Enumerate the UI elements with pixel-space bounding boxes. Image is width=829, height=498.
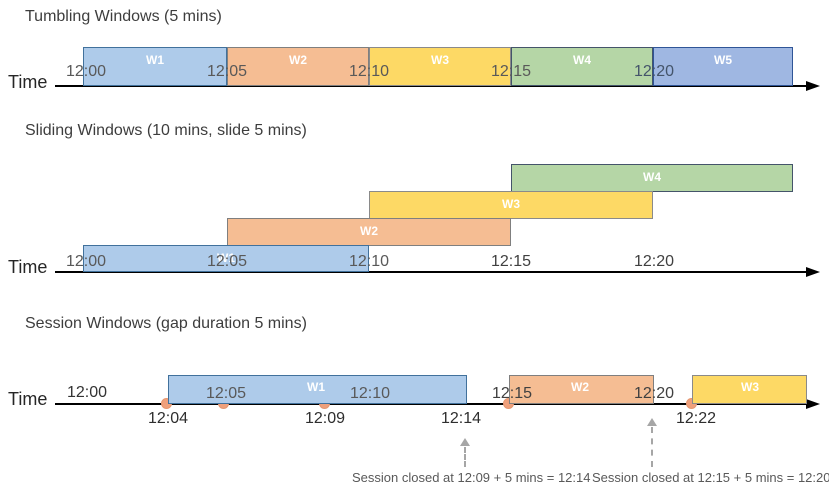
tumbling-tick-label: 12:05	[206, 63, 248, 80]
sliding-timeline	[55, 271, 807, 273]
session-timeline	[55, 403, 807, 405]
dashed-up-arrow-icon	[647, 418, 657, 426]
tumbling-window-w3	[369, 47, 511, 86]
tumbling-timeline-arrow-icon	[806, 81, 820, 91]
sliding-timeline-arrow-icon	[806, 267, 820, 277]
session-window-label: W3	[741, 380, 759, 394]
sliding-tick-label: 12:15	[490, 253, 532, 270]
dashed-arrow-stem	[464, 447, 466, 467]
tumbling-window-label: W5	[714, 53, 732, 67]
tumbling-timeline	[55, 85, 807, 87]
sliding-tick-label: 12:20	[633, 253, 675, 270]
sliding-window-w2	[227, 218, 511, 246]
tumbling-section-title: Tumbling Windows (5 mins)	[25, 8, 222, 25]
session-window-w1	[168, 375, 467, 404]
event-time-label: 12:09	[304, 410, 346, 427]
tumbling-time-axis-label: Time	[8, 72, 48, 92]
session-closed-annotation: Session closed at 12:09 + 5 mins = 12:14	[352, 470, 591, 485]
tumbling-tick-label: 12:20	[633, 63, 675, 80]
tumbling-window-label: W1	[146, 53, 164, 67]
tumbling-tick-label: 12:00	[65, 63, 107, 80]
tumbling-tick-label: 12:15	[490, 63, 532, 80]
sliding-tick-label: 12:05	[206, 253, 248, 270]
sliding-tick-label: 12:00	[65, 253, 107, 270]
event-time-label: 12:14	[440, 410, 482, 427]
session-window-w2	[509, 375, 654, 404]
sliding-window-w3	[369, 191, 653, 219]
session-window-label: W2	[571, 380, 589, 394]
tumbling-window-w4	[511, 47, 653, 86]
dashed-arrow-stem	[651, 427, 653, 467]
session-tick-label: 12:05	[205, 385, 247, 402]
tumbling-window-w2	[227, 47, 369, 86]
sliding-tick-label: 12:10	[348, 253, 390, 270]
sliding-window-label: W4	[643, 170, 661, 184]
session-section-title: Session Windows (gap duration 5 mins)	[25, 315, 307, 332]
session-tick-label: 12:20	[633, 385, 675, 402]
sliding-time-axis-label: Time	[8, 257, 48, 277]
sliding-section-title: Sliding Windows (10 mins, slide 5 mins)	[25, 122, 307, 139]
sliding-window-label: W3	[502, 197, 520, 211]
tumbling-window-label: W3	[431, 53, 449, 67]
session-tick-label: 12:15	[491, 385, 533, 402]
session-tick-label: 12:10	[349, 385, 391, 402]
sliding-window-label: W2	[360, 224, 378, 238]
session-closed-annotation: Session closed at 12:15 + 5 mins = 12:20	[592, 470, 829, 485]
session-window-label: W1	[307, 380, 325, 394]
sliding-window-label: W1	[217, 251, 235, 265]
event-time-label: 12:22	[675, 410, 717, 427]
tumbling-window-label: W2	[289, 53, 307, 67]
session-time-axis-label: Time	[8, 389, 48, 409]
tumbling-window-label: W4	[573, 53, 591, 67]
sliding-window-w1	[83, 245, 369, 272]
tumbling-window-w1	[83, 47, 227, 86]
session-timeline-arrow-icon	[806, 399, 820, 409]
session-window-w3	[692, 375, 807, 404]
dashed-up-arrow-icon	[460, 438, 470, 446]
tumbling-tick-label: 12:10	[348, 63, 390, 80]
tumbling-window-w5	[653, 47, 793, 86]
session-tick-label: 12:00	[66, 384, 108, 401]
event-time-label: 12:04	[147, 410, 189, 427]
